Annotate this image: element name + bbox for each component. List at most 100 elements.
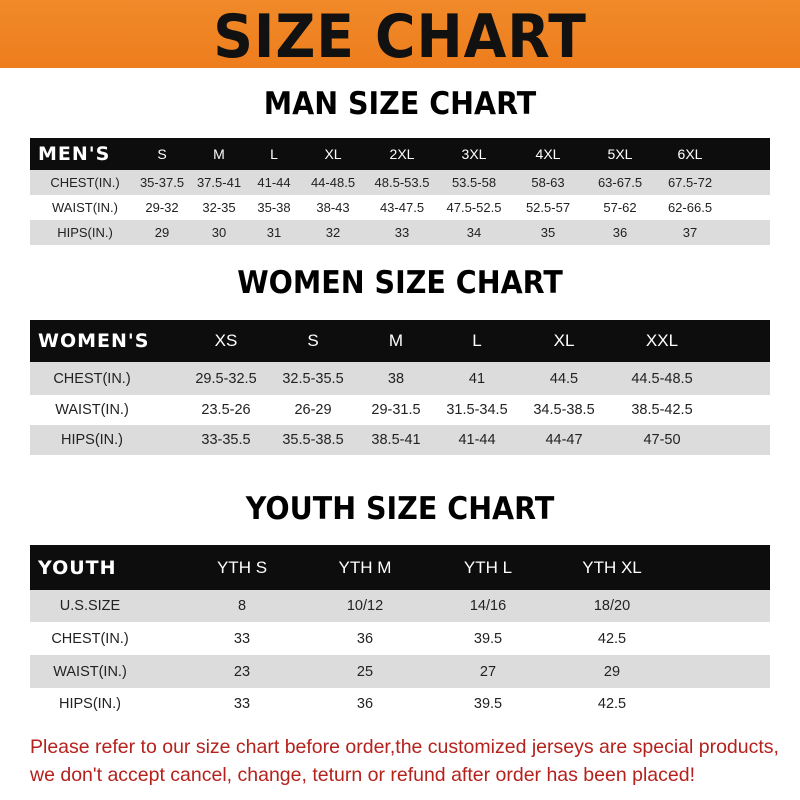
table-row: WAIST(IN.) 29-32 32-35 35-38 38-43 43-47.5 47.…: [30, 195, 770, 220]
size-header: 2XL: [389, 146, 415, 162]
measurement-cell: 37.5-41: [196, 175, 242, 190]
measurement-cell: 39.5: [473, 696, 503, 712]
table-label: MEN'S: [38, 143, 111, 165]
row-label: HIPS(IN.): [57, 225, 113, 240]
measurement-cell: 57-62: [603, 200, 637, 215]
measurement-cell: 38.5-42.5: [631, 402, 693, 418]
row-label: WAIST(IN.): [55, 402, 129, 418]
measurement-cell: 48.5-53.5: [374, 175, 430, 190]
size-header: YTH L: [463, 557, 513, 577]
men-section-title: MAN SIZE CHART: [263, 86, 537, 122]
row-label: WAIST(IN.): [53, 663, 127, 680]
measurement-cell: 44.5-48.5: [631, 370, 693, 387]
measurement-cell: 32-35: [202, 200, 236, 215]
measurement-cell: 38: [387, 370, 405, 387]
table-row: HIPS(IN.) 29 30 31 32 33 34 35 36 37: [30, 220, 770, 245]
measurement-cell: 14/16: [469, 598, 507, 614]
row-label: CHEST(IN.): [50, 175, 120, 190]
table-row: CHEST(IN.) 35-37.5 37.5-41 41-44 44-48.5 48.5…: [30, 170, 770, 195]
youth-size-table: YOUTH YTH S YTH M YTH L YTH XL U.S.SIZE 8 10/12…: [30, 545, 770, 720]
order-notice: Please refer to our size chart before or…: [30, 733, 790, 789]
size-header: L: [472, 331, 482, 350]
size-header: M: [388, 331, 404, 350]
measurement-cell: 53.5-58: [451, 175, 497, 190]
measurement-cell: 44-47: [545, 432, 583, 448]
measurement-cell: 33: [233, 630, 251, 647]
measurement-cell: 26-29: [294, 402, 332, 418]
measurement-cell: 44-48.5: [310, 175, 356, 190]
size-header: 6XL: [677, 146, 703, 162]
size-header: 3XL: [461, 146, 487, 162]
measurement-cell: 32.5-35.5: [282, 370, 344, 387]
measurement-cell: 35-38: [257, 200, 291, 215]
measurement-cell: 39.5: [473, 630, 503, 647]
table-row: HIPS(IN.) 33 36 39.5 42.5: [30, 688, 770, 720]
measurement-cell: 29.5-32.5: [195, 370, 257, 387]
measurement-cell: 35: [540, 225, 556, 240]
measurement-cell: 36: [612, 225, 628, 240]
row-label: U.S.SIZE: [59, 598, 121, 614]
table-row: WAIST(IN.) 23.5-26 26-29 29-31.5 31.5-34.5 34…: [30, 395, 770, 425]
size-header: XXL: [645, 331, 679, 350]
measurement-cell: 52.5-57: [525, 200, 571, 215]
notice-line-2: we don't accept cancel, change, teturn o…: [30, 764, 695, 786]
measurement-cell: 29: [154, 225, 170, 240]
measurement-cell: 31.5-34.5: [446, 402, 508, 418]
size-header: YTH XL: [582, 557, 642, 577]
measurement-cell: 29: [603, 663, 621, 680]
measurement-cell: 34.5-38.5: [533, 402, 595, 418]
measurement-cell: 29-31.5: [371, 402, 421, 418]
size-header: 5XL: [607, 146, 633, 162]
measurement-cell: 23.5-26: [201, 402, 251, 418]
table-row: U.S.SIZE 8 10/12 14/16 18/20: [30, 590, 770, 622]
table-row: HIPS(IN.) 33-35.5 35.5-38.5 38.5-41 41-44 44-…: [30, 425, 770, 455]
table-label: YOUTH: [38, 556, 117, 579]
measurement-cell: 36: [356, 696, 374, 712]
size-header: XL: [553, 331, 575, 350]
measurement-cell: 35-37.5: [139, 175, 185, 190]
measurement-cell: 37: [682, 225, 698, 240]
measurement-cell: 32: [325, 225, 341, 240]
notice-line-1: Please refer to our size chart before or…: [30, 736, 779, 758]
youth-section-title: YOUTH SIZE CHART: [245, 491, 555, 527]
size-header: XS: [214, 331, 238, 350]
measurement-cell: 30: [211, 225, 227, 240]
measurement-cell: 42.5: [597, 696, 627, 712]
size-header: S: [157, 146, 167, 162]
header-row: WOMEN'S XS S M L XL XXL: [30, 320, 770, 362]
women-section-title: WOMEN SIZE CHART: [237, 265, 563, 301]
measurement-cell: 33: [394, 225, 410, 240]
measurement-cell: 25: [356, 663, 374, 680]
size-header: XL: [324, 146, 342, 162]
measurement-cell: 41-44: [257, 175, 291, 190]
measurement-cell: 44.5: [549, 370, 579, 387]
measurement-cell: 42.5: [597, 630, 627, 647]
measurement-cell: 29-32: [145, 200, 179, 215]
table-label: WOMEN'S: [38, 330, 150, 352]
measurement-cell: 43-47.5: [379, 200, 425, 215]
measurement-cell: 38-43: [316, 200, 350, 215]
page-title: SIZE CHART: [213, 2, 587, 72]
header-row: YOUTH YTH S YTH M YTH L YTH XL: [30, 545, 770, 590]
measurement-cell: 41-44: [458, 432, 496, 448]
size-header: YTH M: [338, 557, 392, 577]
measurement-cell: 34: [466, 225, 482, 240]
measurement-cell: 23: [233, 663, 251, 680]
measurement-cell: 8: [237, 598, 247, 614]
women-size-table: WOMEN'S XS S M L XL XXL CHEST(IN.) 29.5-32.5 32.5…: [30, 320, 770, 455]
size-header: L: [270, 146, 278, 162]
row-label: HIPS(IN.): [60, 432, 124, 448]
table-row: CHEST(IN.) 33 36 39.5 42.5: [30, 622, 770, 655]
measurement-cell: 38.5-41: [371, 432, 421, 448]
row-label: CHEST(IN.): [51, 630, 129, 647]
measurement-cell: 36: [356, 630, 374, 647]
measurement-cell: 10/12: [346, 598, 384, 614]
row-label: HIPS(IN.): [58, 696, 122, 712]
size-header: YTH S: [216, 557, 268, 577]
size-header: 4XL: [535, 146, 561, 162]
size-header: M: [213, 146, 225, 162]
measurement-cell: 67.5-72: [667, 175, 713, 190]
measurement-cell: 41: [468, 370, 486, 387]
measurement-cell: 62-66.5: [667, 200, 713, 215]
measurement-cell: 47-50: [643, 432, 681, 448]
